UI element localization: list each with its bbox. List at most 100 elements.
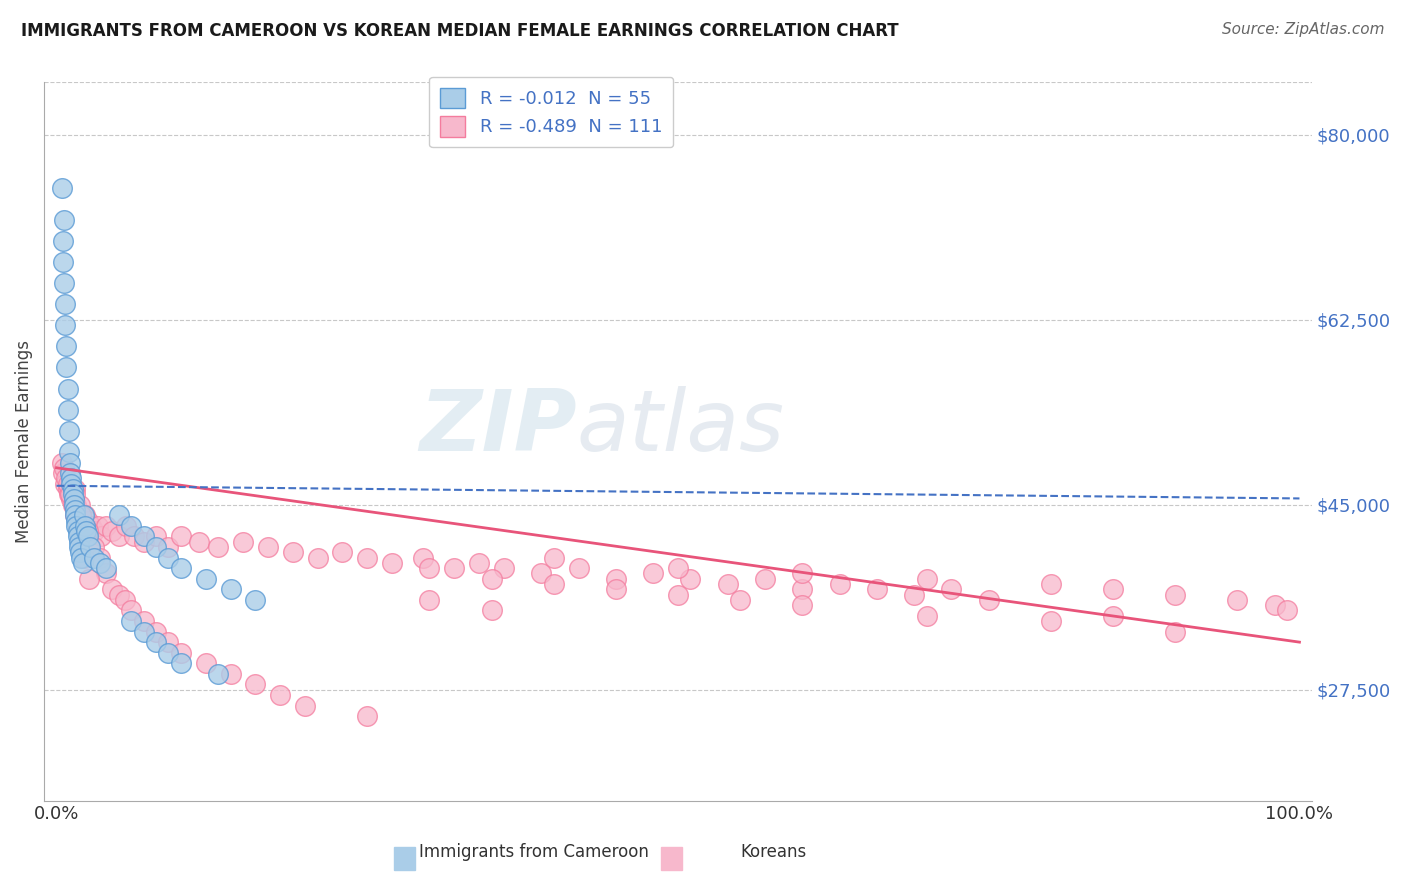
Point [666, 561, 689, 575]
Point [356, 709, 378, 723]
Text: Source: ZipAtlas.com: Source: ZipAtlas.com [1222, 22, 1385, 37]
Point [67, 508, 90, 523]
Point [65, 498, 87, 512]
Point [63, 498, 86, 512]
Text: ZIP: ZIP [419, 385, 576, 468]
Point [83, 524, 105, 539]
Legend: R = -0.012  N = 55, R = -0.489  N = 111: R = -0.012 N = 55, R = -0.489 N = 111 [429, 77, 673, 147]
Point [1039, 614, 1062, 628]
Point [72, 556, 94, 570]
Point [132, 529, 155, 543]
Point [157, 646, 180, 660]
Text: IMMIGRANTS FROM CAMEROON VS KOREAN MEDIAN FEMALE EARNINGS CORRELATION CHART: IMMIGRANTS FROM CAMEROON VS KOREAN MEDIA… [21, 22, 898, 40]
Point [605, 582, 627, 597]
Point [96, 519, 118, 533]
Point [59, 476, 82, 491]
Point [63, 503, 86, 517]
Point [53, 276, 76, 290]
Point [58, 487, 80, 501]
Point [73, 519, 96, 533]
Point [107, 588, 129, 602]
Point [1102, 608, 1125, 623]
Point [481, 603, 503, 617]
Point [76, 524, 98, 539]
Point [1102, 582, 1125, 597]
Point [56, 482, 79, 496]
Point [1164, 624, 1187, 639]
Point [79, 540, 101, 554]
Point [62, 482, 84, 496]
Point [120, 519, 142, 533]
Point [132, 614, 155, 628]
Point [245, 592, 267, 607]
Point [69, 529, 91, 543]
Point [120, 614, 142, 628]
Point [207, 540, 229, 554]
Point [70, 550, 93, 565]
Y-axis label: Median Female Earnings: Median Female Earnings [15, 340, 32, 543]
Point [356, 550, 378, 565]
Point [157, 540, 180, 554]
Point [145, 540, 167, 554]
Point [69, 498, 91, 512]
Point [77, 572, 100, 586]
Point [332, 545, 354, 559]
Point [63, 508, 86, 523]
Point [170, 657, 193, 671]
Point [1275, 603, 1298, 617]
Point [75, 524, 97, 539]
Point [915, 572, 938, 586]
Point [219, 582, 242, 597]
Point [219, 666, 242, 681]
Point [53, 297, 76, 311]
Point [232, 534, 254, 549]
Point [66, 519, 89, 533]
Point [72, 514, 94, 528]
Point [75, 519, 97, 533]
Point [52, 254, 75, 268]
Point [792, 598, 814, 612]
Point [679, 572, 702, 586]
Point [66, 524, 89, 539]
Point [207, 666, 229, 681]
Point [80, 519, 103, 533]
Point [728, 592, 751, 607]
Point [83, 550, 105, 565]
Point [145, 529, 167, 543]
Point [53, 318, 76, 333]
Point [89, 550, 111, 565]
Point [52, 234, 75, 248]
Point [1039, 577, 1062, 591]
Text: Immigrants from Cameroon: Immigrants from Cameroon [419, 843, 650, 861]
Point [307, 550, 329, 565]
Point [717, 577, 740, 591]
Point [1264, 598, 1286, 612]
Point [76, 514, 98, 528]
Point [59, 466, 82, 480]
Point [55, 360, 77, 375]
Point [1226, 592, 1249, 607]
Point [62, 498, 84, 512]
Point [66, 529, 89, 543]
Point [643, 566, 665, 581]
Point [107, 529, 129, 543]
Point [73, 508, 96, 523]
Point [60, 471, 83, 485]
Point [59, 487, 82, 501]
Point [56, 402, 79, 417]
Point [60, 476, 83, 491]
Point [101, 582, 124, 597]
Point [866, 582, 889, 597]
Point [63, 508, 86, 523]
Point [605, 572, 627, 586]
Point [145, 624, 167, 639]
Point [115, 519, 138, 533]
Point [170, 561, 193, 575]
Point [1164, 588, 1187, 602]
Point [63, 492, 86, 507]
Point [70, 508, 93, 523]
Point [73, 550, 96, 565]
Point [792, 566, 814, 581]
Point [903, 588, 925, 602]
Point [63, 498, 86, 512]
